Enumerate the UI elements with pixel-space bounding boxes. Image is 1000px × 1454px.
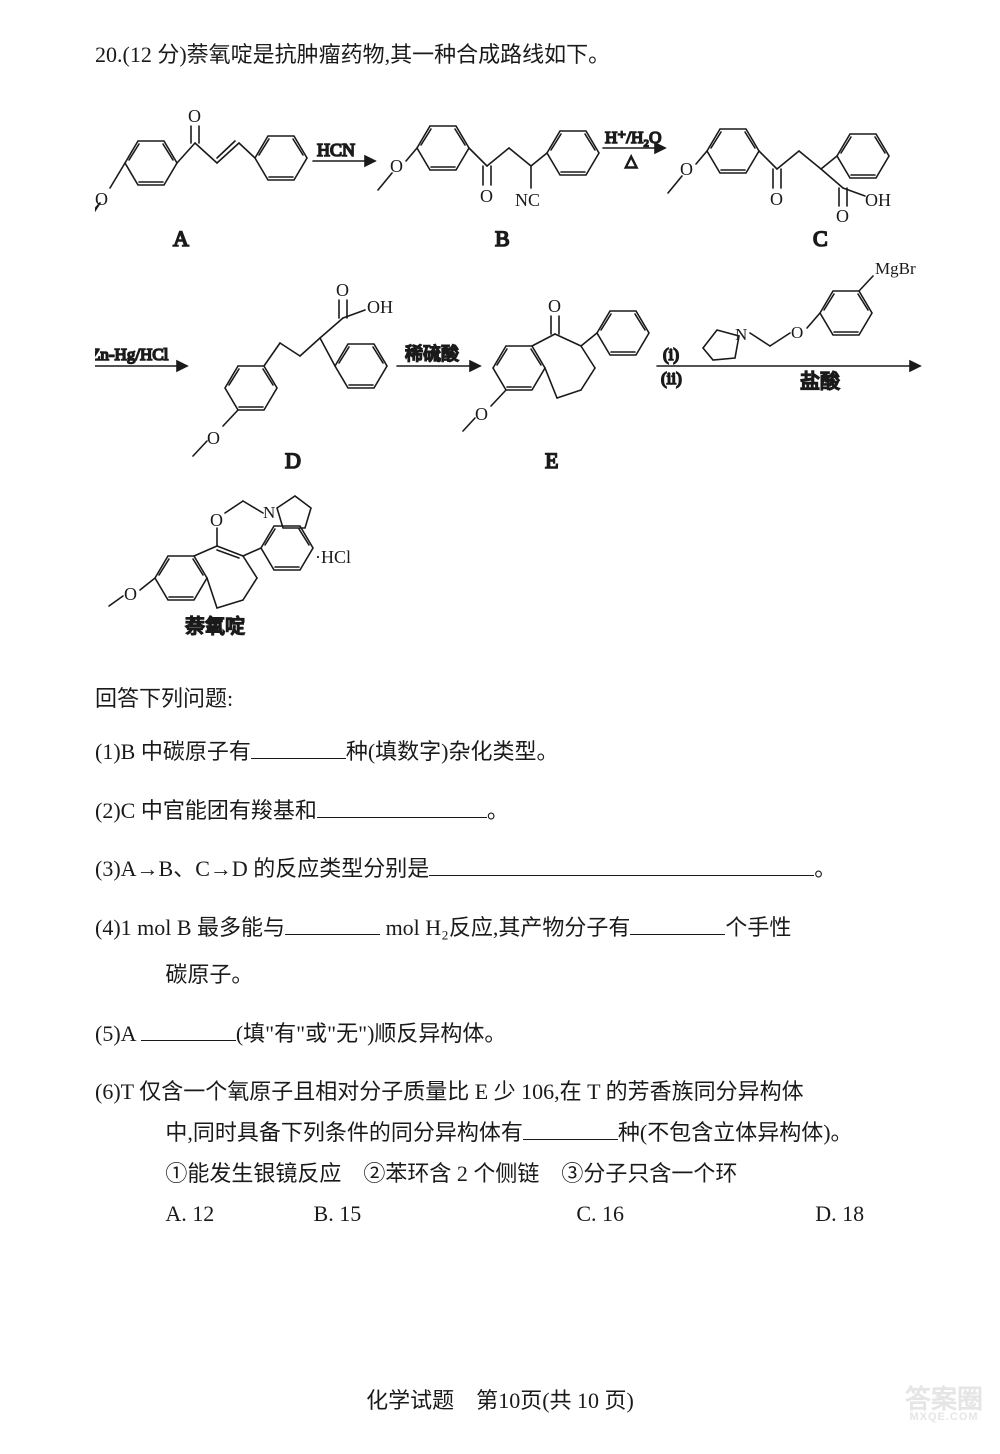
sub-q1: (1)B 中碳原子有 种(填数字)杂化类型。 [95, 732, 930, 773]
reagent-2-top: H⁺/H₂O [605, 128, 661, 147]
reagent-4: 稀硫酸 [405, 344, 459, 364]
label-E: E [545, 448, 558, 473]
q4-cont: 碳原子。 [95, 955, 930, 996]
answer-prompt: 回答下列问题: [95, 679, 930, 720]
q4-pre: 1 mol B 最多能与 [121, 915, 285, 940]
q6-blank [523, 1116, 618, 1140]
q3-post: 。 [814, 856, 836, 881]
sub-q5: (5)A (填"有"或"无")顺反异构体。 [95, 1014, 930, 1055]
footer-total: 10 [577, 1388, 599, 1413]
label-C: C [813, 226, 828, 251]
q6-conditions: ①能发生银镜反应 ②苯环含 2 个侧链 ③分子只含一个环 [95, 1154, 930, 1195]
svg-text:OH: OH [865, 190, 891, 210]
reagent-1: HCN [317, 140, 355, 160]
q4-mid: mol H₂反应,其产物分子有 [380, 915, 630, 940]
sub-q3: (3)A→B、C→D 的反应类型分别是 。 [95, 849, 930, 890]
svg-text:O: O [475, 404, 488, 424]
sub-q6: (6)T 仅含一个氧原子且相对分子质量比 E 少 106,在 T 的芳香族同分异… [95, 1072, 930, 1235]
q4-blank1 [285, 911, 380, 935]
q6-options: A. 12 B. 15 C. 16 D. 18 [95, 1194, 930, 1235]
svg-text:O: O [124, 584, 137, 604]
q5-pre: A [121, 1021, 136, 1046]
svg-text:MgBr: MgBr [875, 259, 916, 278]
reagent-3: Zn-Hg/HCl [95, 345, 169, 364]
q6-line2-pre: 中,同时具备下列条件的同分异构体有 [165, 1120, 523, 1145]
watermark-top: 答案圈 [905, 1384, 983, 1414]
q6-opt-C: C. 16 [576, 1194, 815, 1235]
compound-C: O O O OH [668, 129, 891, 226]
synthesis-scheme: O O A HCN O O [95, 88, 930, 652]
svg-text:O: O [210, 510, 223, 530]
q1-post: 种(填数字)杂化类型。 [346, 739, 559, 764]
compound-D: O O OH [193, 280, 393, 456]
compound-product: O O N ·HCl [109, 496, 351, 608]
q6-opt-D: D. 18 [815, 1194, 930, 1235]
q5-blank [141, 1016, 236, 1040]
footer-cur: 10 [498, 1388, 520, 1413]
q2-num: (2) [95, 798, 121, 823]
q6-opt-A: A. 12 [165, 1194, 313, 1235]
svg-text:O: O [548, 296, 561, 316]
q3-num: (3) [95, 856, 121, 881]
svg-text:NC: NC [515, 190, 540, 210]
svg-text:O: O [770, 189, 783, 209]
compound-B: O O NC [378, 126, 599, 210]
grignard-reagent: N O MgBr [703, 259, 916, 360]
reagent-5-right: 盐酸 [800, 370, 840, 393]
svg-text:O: O [836, 206, 849, 226]
label-B: B [495, 226, 510, 251]
question-points: (12 分) [123, 42, 187, 67]
q6-line1: T 仅含一个氧原子且相对分子质量比 E 少 106,在 T 的芳香族同分异构体 [121, 1079, 804, 1104]
svg-text:O: O [336, 280, 349, 300]
watermark: 答案圈 MXQE.COM [900, 1386, 988, 1442]
watermark-bottom: MXQE.COM [900, 1412, 988, 1423]
scheme-svg: O O A HCN O O [95, 88, 930, 638]
q1-blank [251, 735, 346, 759]
q6-opt-B: B. 15 [314, 1194, 577, 1235]
q6-num: (6) [95, 1079, 121, 1104]
svg-text:O: O [188, 106, 201, 126]
q2-post: 。 [487, 798, 509, 823]
svg-text:O: O [207, 428, 220, 448]
footer-subject: 化学试题 [366, 1388, 454, 1413]
svg-text:O: O [390, 156, 403, 176]
svg-text:O: O [791, 323, 803, 342]
sub-q2: (2)C 中官能团有羧基和 。 [95, 791, 930, 832]
q1-num: (1) [95, 739, 121, 764]
svg-text:N: N [263, 503, 275, 522]
q2-blank [317, 794, 487, 818]
question-number: 20 [95, 42, 117, 67]
compound-A: O O [95, 106, 307, 220]
q6-line2-post: 种(不包含立体异构体)。 [618, 1120, 853, 1145]
svg-text:OH: OH [367, 297, 393, 317]
q4-blank2 [630, 911, 725, 935]
reagent-5-top: (i) [663, 345, 679, 364]
sub-q4: (4)1 mol B 最多能与 mol H₂反应,其产物分子有 个手性 碳原子。 [95, 908, 930, 995]
reagent-2-bot: △ [625, 153, 638, 170]
svg-text:N: N [735, 325, 747, 344]
page-footer: 化学试题 第10页(共 10 页) [0, 1381, 1000, 1422]
reagent-5-bot: (ii) [661, 369, 682, 388]
q3-pre: A→B、C→D 的反应类型分别是 [121, 856, 430, 881]
q4-post: 个手性 [725, 915, 791, 940]
question-heading: 20.(12 分)萘氧啶是抗肿瘤药物,其一种合成路线如下。 [95, 35, 930, 76]
q3-blank [429, 852, 814, 876]
q2-pre: C 中官能团有羧基和 [121, 798, 317, 823]
svg-text:·HCl: ·HCl [315, 547, 351, 567]
q5-post: (填"有"或"无")顺反异构体。 [236, 1021, 507, 1046]
question-stem: 萘氧啶是抗肿瘤药物,其一种合成路线如下。 [187, 42, 611, 67]
q4-num: (4) [95, 915, 121, 940]
q5-num: (5) [95, 1021, 121, 1046]
svg-text:O: O [480, 186, 493, 206]
label-D: D [285, 448, 301, 473]
label-product: 萘氧啶 [185, 615, 245, 638]
label-A: A [173, 226, 189, 251]
svg-text:O: O [680, 159, 693, 179]
q1-pre: B 中碳原子有 [121, 739, 251, 764]
compound-E: O O [463, 296, 649, 431]
